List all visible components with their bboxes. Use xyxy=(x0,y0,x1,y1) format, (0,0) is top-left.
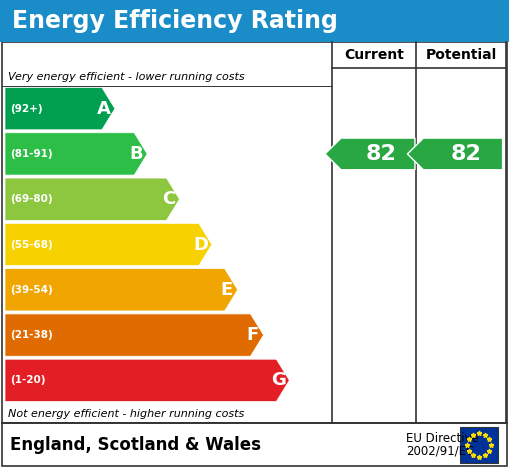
Bar xyxy=(2,423,507,466)
Polygon shape xyxy=(5,223,212,266)
Text: C: C xyxy=(162,190,175,208)
Text: England, Scotland & Wales: England, Scotland & Wales xyxy=(10,436,261,454)
Text: B: B xyxy=(129,145,143,163)
Polygon shape xyxy=(5,133,147,175)
Text: D: D xyxy=(193,235,208,254)
Polygon shape xyxy=(5,359,289,402)
Polygon shape xyxy=(5,87,115,130)
Text: (1-20): (1-20) xyxy=(10,375,45,385)
Text: Potential: Potential xyxy=(426,48,497,62)
Text: (55-68): (55-68) xyxy=(10,240,53,249)
Text: G: G xyxy=(271,371,286,389)
Text: (81-91): (81-91) xyxy=(10,149,52,159)
Bar xyxy=(0,0,509,42)
Polygon shape xyxy=(407,138,502,170)
Text: Very energy efficient - lower running costs: Very energy efficient - lower running co… xyxy=(8,72,245,82)
Polygon shape xyxy=(5,269,238,311)
Text: EU Directive: EU Directive xyxy=(406,432,479,446)
Polygon shape xyxy=(325,138,415,170)
Polygon shape xyxy=(5,178,180,220)
Text: Energy Efficiency Rating: Energy Efficiency Rating xyxy=(12,9,338,33)
Text: 82: 82 xyxy=(451,144,482,164)
Bar xyxy=(460,427,498,463)
Polygon shape xyxy=(5,314,264,356)
Text: A: A xyxy=(97,99,111,118)
Text: Current: Current xyxy=(344,48,404,62)
Text: 82: 82 xyxy=(366,144,397,164)
Text: 2002/91/EC: 2002/91/EC xyxy=(406,445,474,458)
Text: E: E xyxy=(220,281,233,299)
Text: (39-54): (39-54) xyxy=(10,285,53,295)
Text: Not energy efficient - higher running costs: Not energy efficient - higher running co… xyxy=(8,409,244,419)
Text: (21-38): (21-38) xyxy=(10,330,53,340)
Text: (92+): (92+) xyxy=(10,104,43,113)
Text: F: F xyxy=(246,326,259,344)
Bar xyxy=(2,42,507,423)
Text: (69-80): (69-80) xyxy=(10,194,52,204)
